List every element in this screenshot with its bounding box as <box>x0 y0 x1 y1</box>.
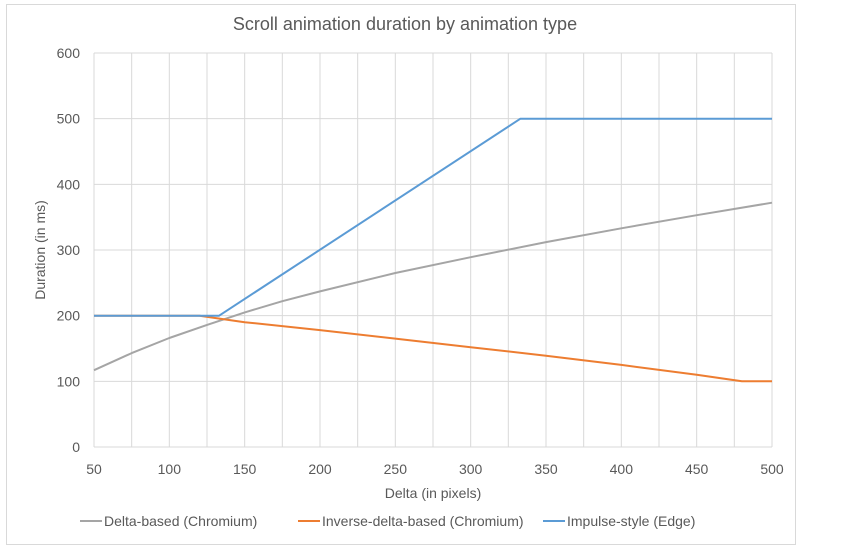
x-tick-label: 50 <box>86 461 102 477</box>
x-tick-label: 150 <box>233 461 257 477</box>
legend-label: Inverse-delta-based (Chromium) <box>322 513 524 529</box>
y-tick-label: 600 <box>57 45 81 61</box>
chart-title: Scroll animation duration by animation t… <box>233 14 577 34</box>
x-tick-label: 350 <box>534 461 558 477</box>
legend-label: Delta-based (Chromium) <box>104 513 257 529</box>
y-axis-label: Duration (in ms) <box>32 200 48 300</box>
x-tick-label: 300 <box>459 461 483 477</box>
legend-label: Impulse-style (Edge) <box>567 513 695 529</box>
x-tick-label: 500 <box>760 461 784 477</box>
y-tick-label: 400 <box>57 176 81 192</box>
x-tick-label: 200 <box>308 461 332 477</box>
legend: Delta-based (Chromium) Inverse-delta-base… <box>80 513 695 529</box>
series-line-2 <box>94 314 772 383</box>
y-tick-label: 200 <box>57 308 81 324</box>
y-tick-label: 0 <box>72 439 80 455</box>
series-line-1 <box>93 201 773 372</box>
grid <box>93 52 773 448</box>
y-tick-label: 300 <box>57 242 81 258</box>
x-tick-label: 100 <box>158 461 182 477</box>
series-lines <box>93 117 773 383</box>
series-line-3 <box>94 117 772 317</box>
x-tick-label: 450 <box>685 461 709 477</box>
y-tick-label: 500 <box>57 111 81 127</box>
x-tick-label: 250 <box>384 461 408 477</box>
x-axis-label: Delta (in pixels) <box>385 485 481 501</box>
y-tick-label: 100 <box>57 373 81 389</box>
chart-frame <box>6 4 796 545</box>
x-axis-ticks: 50 100 150 200 250 300 350 400 450 500 <box>86 461 784 477</box>
x-tick-label: 400 <box>610 461 634 477</box>
y-axis-ticks: 0 100 200 300 400 500 600 <box>57 45 81 455</box>
